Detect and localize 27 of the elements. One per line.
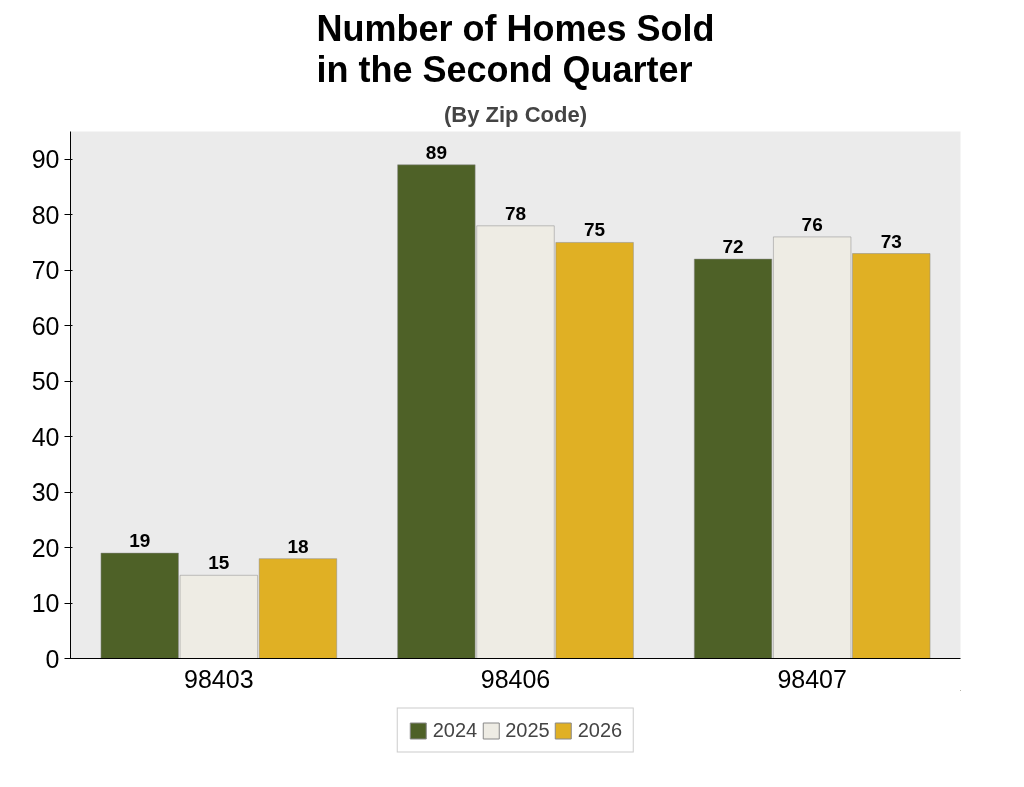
y-tick-label: 90 xyxy=(31,145,60,174)
y-tick-label: 70 xyxy=(31,256,60,285)
data-label: 75 xyxy=(584,219,606,241)
y-tick-label: 40 xyxy=(31,422,60,451)
data-label: 18 xyxy=(287,535,309,557)
y-tick-label: 30 xyxy=(31,478,60,507)
data-label: 72 xyxy=(722,236,744,258)
legend-label: 2025 xyxy=(505,718,550,742)
y-tick-label: 60 xyxy=(31,311,60,340)
data-label: 78 xyxy=(504,202,527,224)
legend-label: 2026 xyxy=(577,718,623,742)
x-tick-label: 98406 xyxy=(480,664,551,693)
y-tick-label: 20 xyxy=(31,533,60,562)
y-tick-label: 80 xyxy=(31,200,60,229)
y-tick-label: 10 xyxy=(31,589,60,618)
data-label: 73 xyxy=(880,230,902,252)
y-tick-label: 0 xyxy=(45,644,60,673)
y-tick-label: 50 xyxy=(31,367,60,396)
chart-subtitle: (By Zip Code) xyxy=(444,101,588,127)
legend-label: 2024 xyxy=(432,718,478,742)
x-tick-label: 98407 xyxy=(777,664,847,693)
chart-title: Number of Homes Sold in the Second Quarter xyxy=(316,7,715,90)
data-label: 19 xyxy=(129,530,151,552)
x-tick-label: 98403 xyxy=(184,664,254,693)
data-label: 15 xyxy=(208,552,230,574)
data-label: 76 xyxy=(801,213,823,235)
data-label: 89 xyxy=(425,141,447,163)
